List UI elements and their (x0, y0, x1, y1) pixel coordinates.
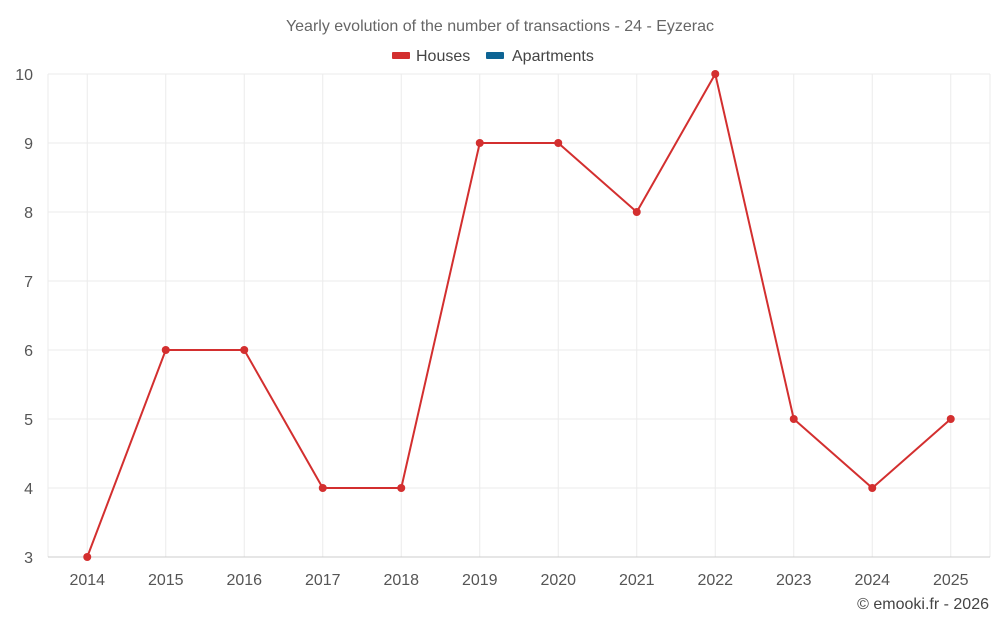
data-point-houses-2025[interactable] (946, 415, 955, 423)
legend: Houses Apartments (392, 48, 594, 65)
legend-label-houses: Houses (416, 48, 470, 65)
chart-title: Yearly evolution of the number of transa… (286, 18, 714, 35)
x-tick-label: 2018 (383, 572, 419, 589)
y-axis: 3 4 5 6 7 8 9 10 (15, 67, 33, 567)
series-line-houses (86, 73, 952, 558)
x-tick-label: 2017 (305, 572, 341, 589)
legend-label-apartments: Apartments (512, 48, 594, 65)
x-tick-label: 2024 (854, 572, 890, 589)
legend-swatch-houses (392, 52, 410, 59)
data-point-houses-2020[interactable] (554, 139, 563, 147)
y-tick-label: 7 (24, 274, 33, 291)
grid (47, 73, 991, 557)
credit-text: © emooki.fr - 2026 (857, 596, 989, 613)
x-tick-label: 2020 (540, 572, 576, 589)
data-point-houses-2016[interactable] (240, 346, 249, 354)
x-tick-label: 2014 (69, 572, 105, 589)
legend-item-houses[interactable]: Houses (392, 48, 470, 65)
data-point-houses-2018[interactable] (397, 484, 406, 492)
y-tick-label: 9 (24, 136, 33, 153)
legend-swatch-apartments (486, 52, 504, 59)
x-tick-label: 2019 (462, 572, 498, 589)
data-point-houses-2019[interactable] (475, 139, 484, 147)
legend-item-apartments[interactable]: Apartments (486, 48, 594, 65)
x-tick-label: 2021 (619, 572, 655, 589)
data-point-houses-2021[interactable] (632, 208, 641, 216)
y-tick-label: 3 (24, 550, 33, 567)
data-point-houses-2015[interactable] (161, 346, 170, 354)
data-point-houses-2017[interactable] (318, 484, 327, 492)
y-tick-label: 5 (24, 412, 33, 429)
series-layer (83, 70, 955, 561)
y-tick-label: 10 (15, 67, 33, 84)
x-tick-label: 2016 (226, 572, 262, 589)
x-tick-label: 2025 (933, 572, 969, 589)
data-point-houses-2024[interactable] (868, 484, 877, 492)
x-axis: 2014 2015 2016 2017 2018 2019 2020 2021 2022 2023… (48, 556, 990, 589)
x-tick-label: 2023 (776, 572, 812, 589)
x-tick-label: 2015 (148, 572, 184, 589)
data-point-houses-2022[interactable] (711, 70, 720, 78)
data-point-houses-2023[interactable] (789, 415, 798, 423)
x-tick-label: 2022 (697, 572, 733, 589)
data-point-houses-2014[interactable] (83, 553, 92, 561)
y-tick-label: 8 (24, 205, 33, 222)
y-tick-label: 4 (24, 481, 33, 498)
y-tick-label: 6 (24, 343, 33, 360)
